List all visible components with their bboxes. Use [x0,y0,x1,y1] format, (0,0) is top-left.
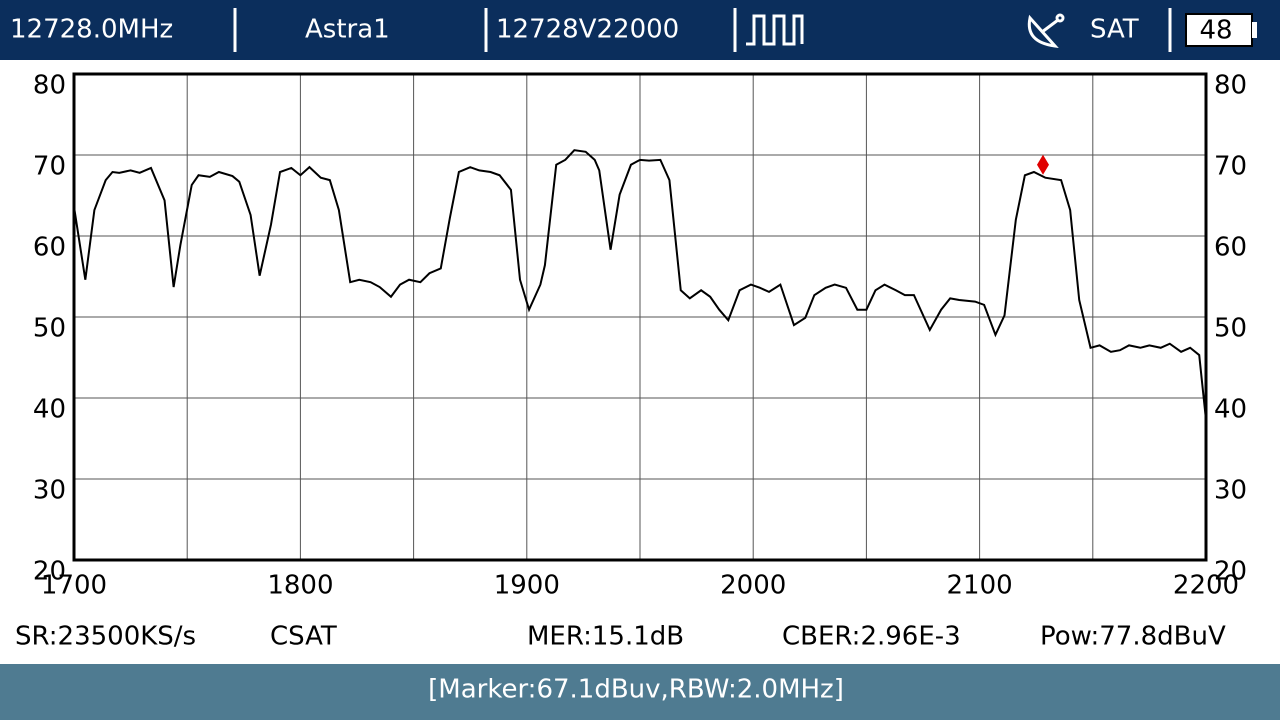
battery-tip [1252,22,1257,38]
y-tick-label-right: 20 [1214,557,1247,587]
x-tick-label: 1900 [494,571,560,601]
marker [1036,154,1049,175]
y-tick-label: 50 [33,314,66,344]
plot-frame [72,72,1208,562]
battery [1185,13,1253,47]
x-tick-label: 2200 [1173,571,1239,601]
header-bar [0,0,1280,60]
x-tick-label: 1700 [41,571,107,601]
symbol-rate: SR:23500KS/s [15,622,196,652]
pulse-icon [746,14,804,46]
y-tick-label: 60 [33,233,66,263]
transponder: 12728V22000 [496,15,679,45]
y-tick-label: 20 [33,557,66,587]
power: Pow:77.8dBuV [1040,622,1226,652]
footer-bar [0,664,1280,720]
x-tick-label: 1800 [267,571,333,601]
satellite: Astra1 [305,15,390,45]
y-tick-label-right: 80 [1214,71,1247,101]
x-tick-label: 2000 [720,571,786,601]
system: CSAT [270,622,337,652]
battery-level: 48 [1199,16,1232,46]
x-tick-label: 2100 [947,571,1013,601]
mer: MER:15.1dB [527,622,684,652]
y-tick-label: 40 [33,395,66,425]
y-tick-label: 80 [33,71,66,101]
y-tick-label-right: 70 [1214,152,1247,182]
trace [73,149,1207,420]
dish-icon [1027,13,1065,49]
y-tick-label-right: 50 [1214,314,1247,344]
y-tick-label-right: 40 [1214,395,1247,425]
cber: CBER:2.96E-3 [782,622,961,652]
y-tick-label-right: 30 [1214,476,1247,506]
y-tick-label: 30 [33,476,66,506]
marker-info: [Marker:67.1dBuv,RBW:2.0MHz] [428,675,844,705]
frequency: 12728.0MHz [10,15,173,45]
y-tick-label: 70 [33,152,66,182]
mode: SAT [1090,15,1139,45]
y-tick-label-right: 60 [1214,233,1247,263]
